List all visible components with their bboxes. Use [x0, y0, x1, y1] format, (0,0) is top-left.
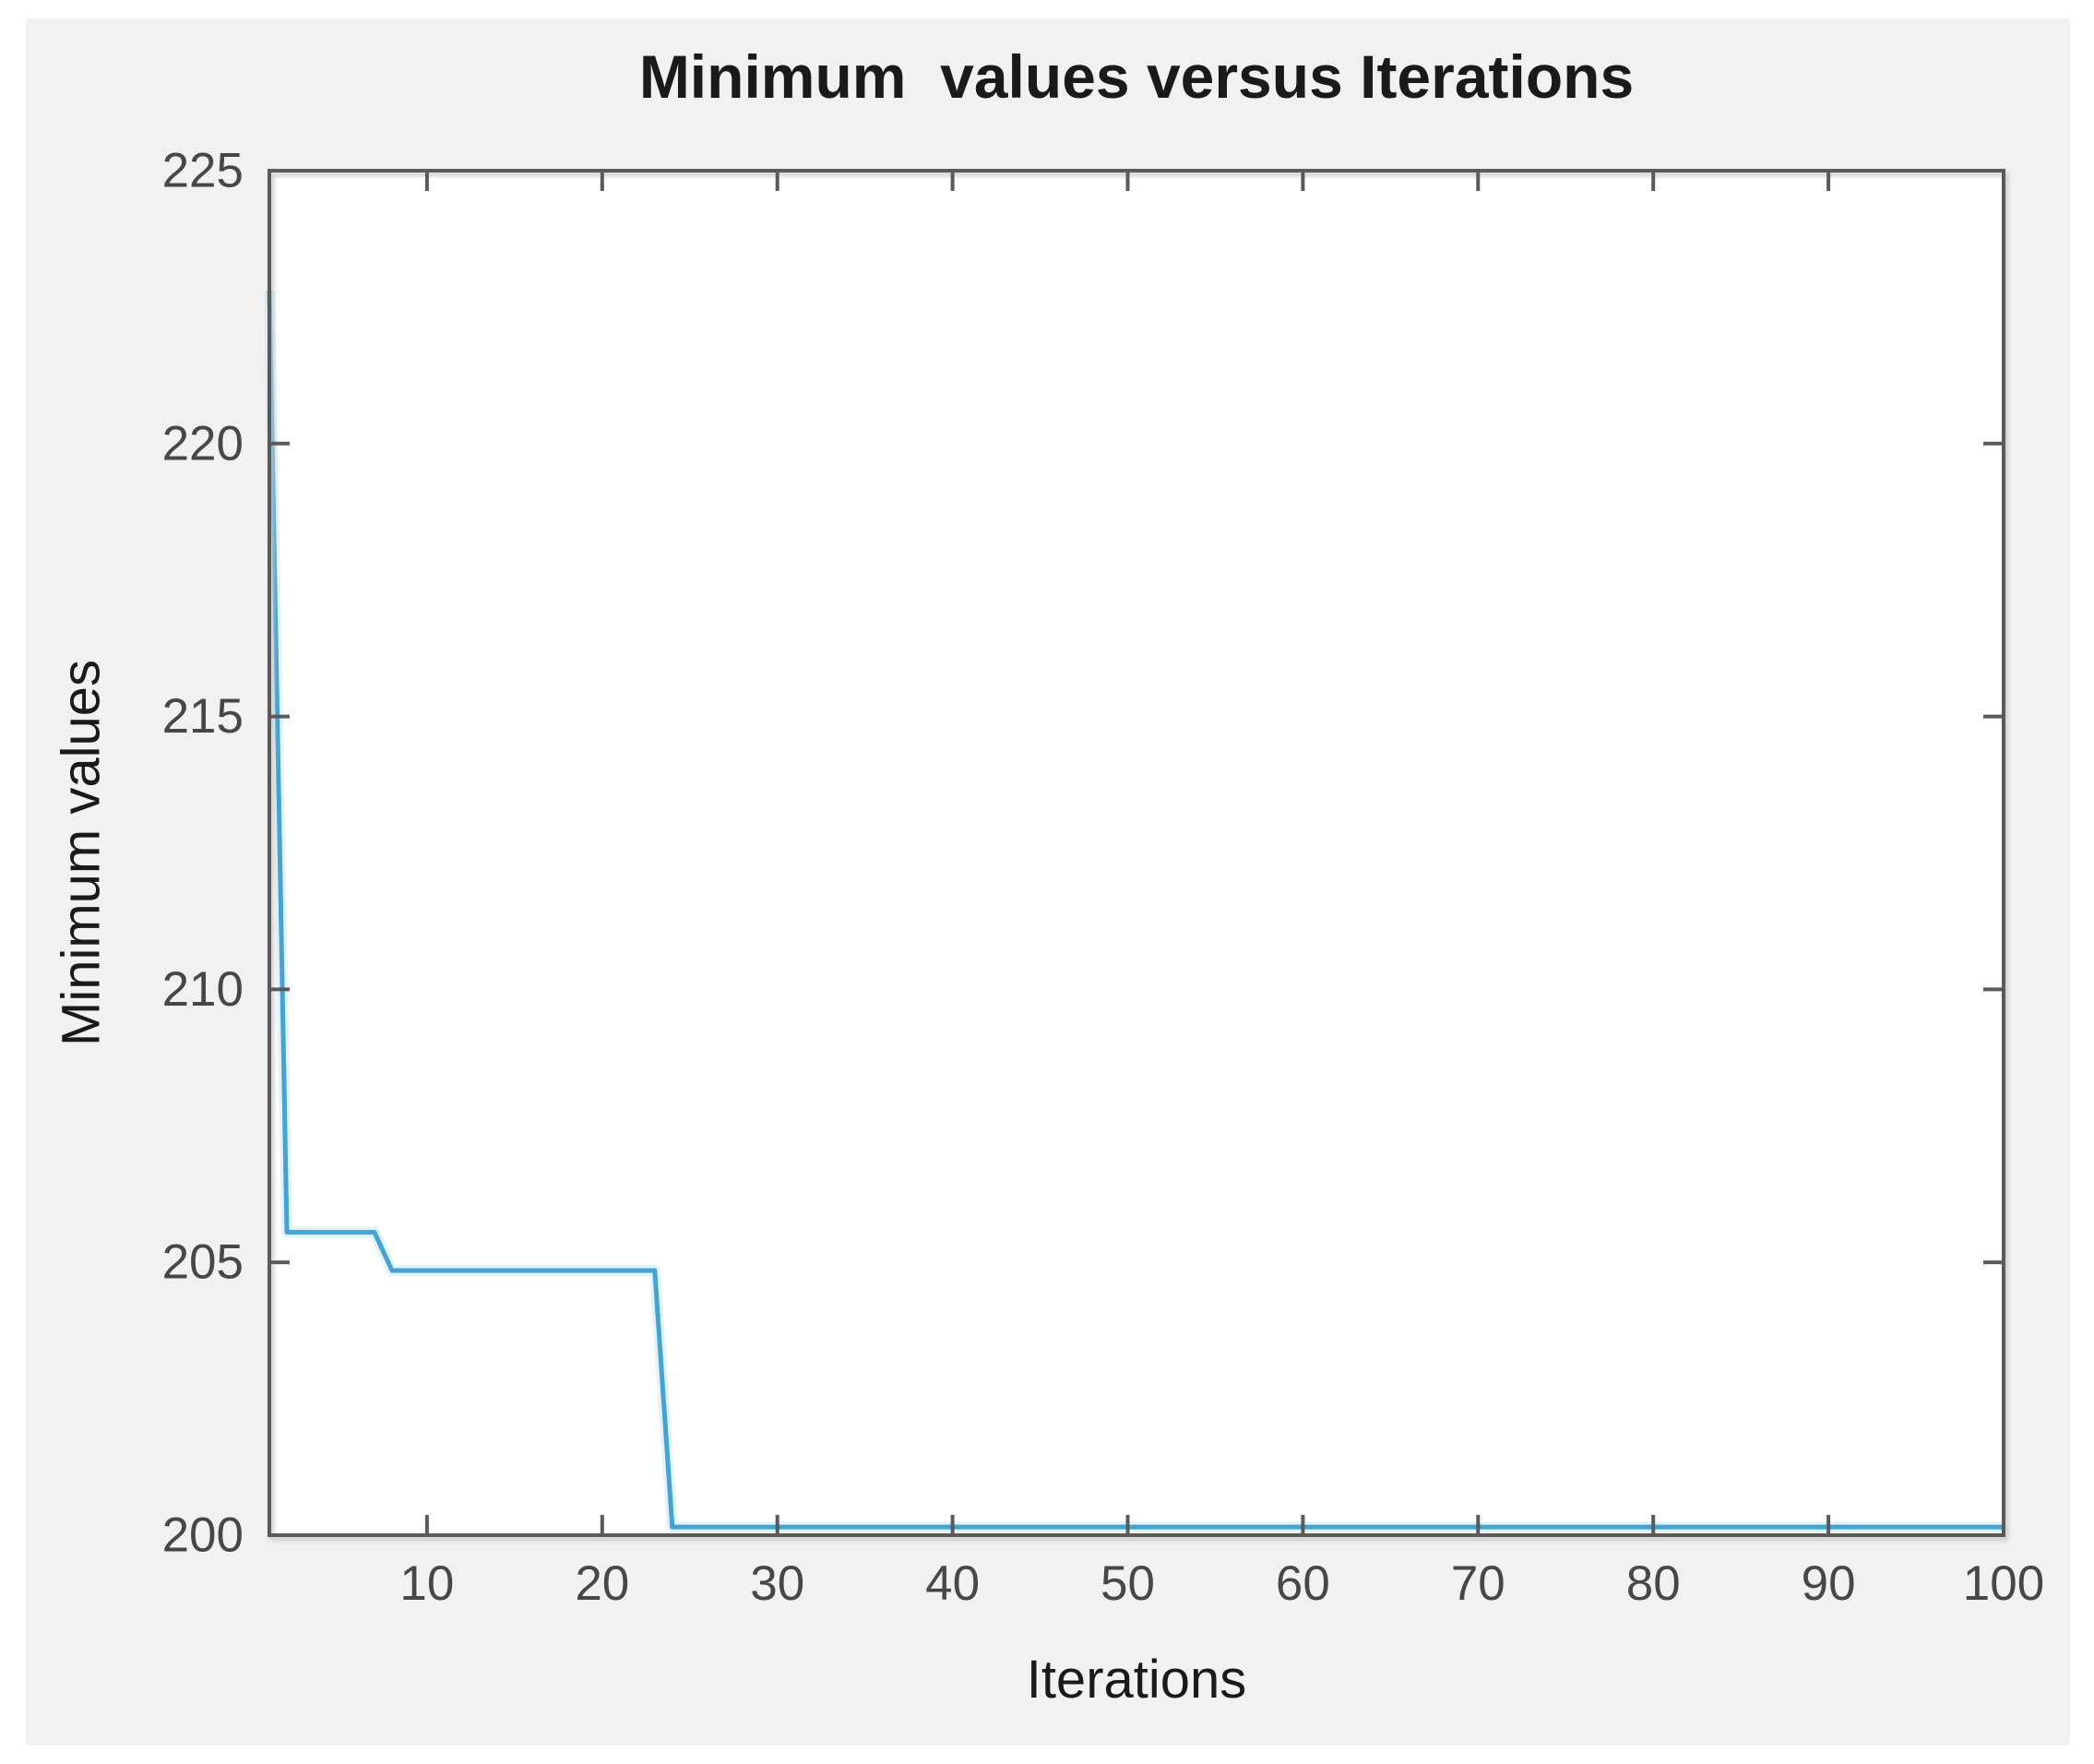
- x-axis-label: Iterations: [1027, 1650, 1247, 1710]
- x-tick-label: 10: [399, 1556, 454, 1611]
- series-polyline-minimum-values: [267, 291, 2004, 1530]
- plot-area: [269, 171, 2004, 1535]
- y-tick-label: 210: [162, 962, 244, 1017]
- x-tick-label: 30: [750, 1556, 804, 1611]
- x-tick-label: 50: [1101, 1556, 1155, 1611]
- x-tick-label: 70: [1451, 1556, 1505, 1611]
- x-tick-label: 100: [1963, 1556, 2044, 1611]
- chart-title: Minimum values versus Iterations: [639, 42, 1634, 111]
- x-tick-labels: 10 20 30 40 50 60 70 80 90 100: [399, 1556, 2044, 1611]
- y-tick-label: 220: [162, 416, 244, 471]
- x-tick-label: 80: [1626, 1556, 1681, 1611]
- x-tick-label: 60: [1276, 1556, 1330, 1611]
- y-tick-label: 205: [162, 1235, 244, 1290]
- y-tick-label: 200: [162, 1508, 244, 1563]
- x-tick-label: 90: [1802, 1556, 1856, 1611]
- x-tick-label: 40: [925, 1556, 980, 1611]
- series-line: [267, 291, 2004, 1530]
- y-tick-label: 215: [162, 689, 244, 744]
- y-tick-labels: 200 205 210 215 220 225: [162, 144, 244, 1563]
- axes-box: [268, 169, 2005, 1537]
- y-axis-label: Minimum values: [52, 660, 112, 1046]
- axis-ticks: [269, 169, 2005, 1537]
- x-tick-label: 20: [575, 1556, 629, 1611]
- y-tick-label: 225: [162, 144, 244, 198]
